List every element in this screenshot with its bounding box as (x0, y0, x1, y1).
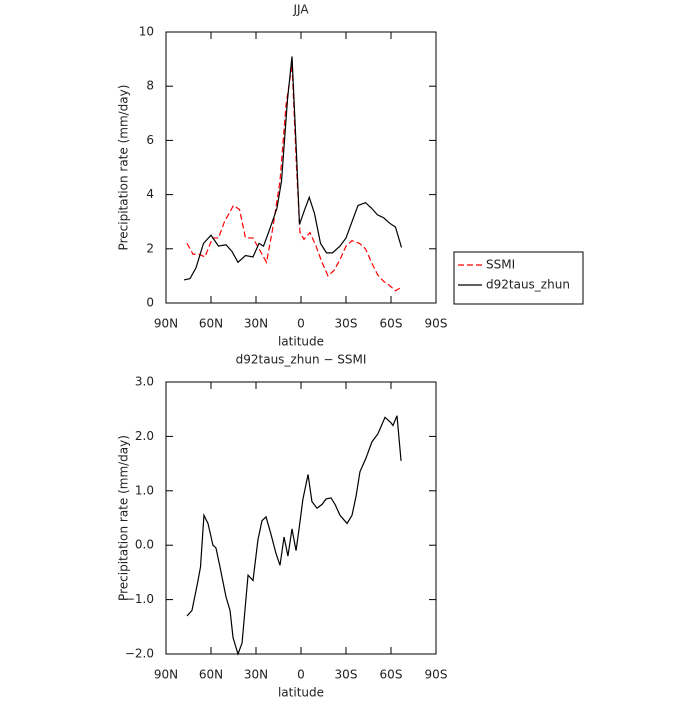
x-tick-label: 60N (199, 317, 223, 331)
y-tick-label: 4 (146, 187, 154, 201)
y-tick-label: −2.0 (125, 647, 154, 661)
x-tick-label: 30N (244, 668, 268, 682)
x-tick-label: 90S (425, 317, 448, 331)
data-line (186, 64, 401, 292)
x-tick-label: 30S (335, 317, 358, 331)
y-tick-label: 1.0 (135, 483, 154, 497)
y-tick-label: −1.0 (125, 592, 154, 606)
y-tick-label: 2.0 (135, 429, 154, 443)
y-axis-label: Precipitation rate (mm/day) (117, 435, 131, 601)
chart-title: JJA (292, 3, 309, 17)
legend-box (453, 251, 584, 305)
y-tick-label: 10 (139, 25, 154, 39)
x-tick-label: 60S (380, 317, 403, 331)
x-tick-label: 90N (154, 317, 178, 331)
x-axis-label: latitude (278, 335, 324, 349)
plot-frame (165, 31, 437, 304)
x-tick-label: 0 (297, 668, 305, 682)
data-line (183, 56, 403, 281)
plot-frame (165, 381, 437, 655)
x-tick-label: 60N (199, 668, 223, 682)
y-tick-label: 2 (146, 241, 154, 255)
y-tick-label: 8 (146, 79, 154, 93)
legend-label: SSMI (486, 258, 515, 272)
y-tick-label: 6 (146, 133, 154, 147)
x-tick-label: 30N (244, 317, 268, 331)
x-axis-label: latitude (278, 686, 324, 700)
y-axis-label: Precipitation rate (mm/day) (117, 85, 131, 251)
y-tick-label: 0 (146, 296, 154, 310)
x-tick-label: 90S (425, 668, 448, 682)
x-tick-label: 30S (335, 668, 358, 682)
x-tick-label: 0 (297, 317, 305, 331)
legend-label: d92taus_zhun (486, 278, 570, 292)
x-tick-label: 90N (154, 668, 178, 682)
y-tick-label: 0.0 (135, 538, 154, 552)
data-line (186, 415, 402, 656)
x-tick-label: 60S (380, 668, 403, 682)
chart-title: d92taus_zhun − SSMI (236, 353, 367, 367)
y-tick-label: 3.0 (135, 375, 154, 389)
